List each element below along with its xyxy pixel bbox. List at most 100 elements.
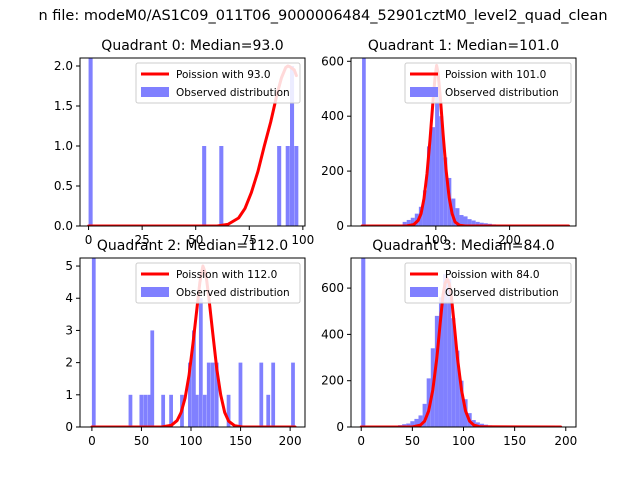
- y-tick-label: 400: [321, 327, 344, 341]
- legend-box: [135, 62, 301, 104]
- x-tick-label: 50: [188, 233, 203, 247]
- legend-patch-swatch: [141, 287, 169, 297]
- y-tick-label: 2.0: [54, 59, 73, 73]
- x-tick-label: 100: [424, 233, 447, 247]
- y-tick-label: 200: [321, 374, 344, 388]
- y-tick-label: 4: [65, 291, 73, 305]
- legend-box: [404, 262, 572, 304]
- histogram-bar: [198, 298, 203, 427]
- x-tick-label: 75: [242, 233, 257, 247]
- x-tick-label: 200: [498, 233, 521, 247]
- legend: Poission with 112.0 Observed distribution: [135, 262, 301, 304]
- quadrant-0-panel: Quadrant 0: Median=93.0 0 25 50 75 100 0.0 0.5 1…: [54, 38, 314, 247]
- histogram-bar: [451, 318, 456, 427]
- histogram-bar: [443, 274, 448, 427]
- y-tick-label: 600: [321, 281, 344, 295]
- legend-label-poisson: Poission with 112.0: [176, 269, 277, 281]
- histogram-bar: [194, 394, 199, 427]
- histogram-bar: [443, 157, 448, 226]
- legend-patch-swatch: [410, 87, 438, 97]
- histogram-bar: [410, 421, 415, 427]
- x-tick-label: 25: [135, 233, 150, 247]
- y-tick-label: 1: [65, 388, 73, 402]
- histogram-bar: [479, 222, 484, 226]
- y-tick-label: 1.0: [54, 139, 73, 153]
- histogram-bar: [169, 394, 173, 427]
- x-tick-label: 50: [134, 434, 149, 448]
- y-tick-label: 600: [321, 54, 344, 68]
- legend-box: [404, 62, 572, 104]
- histogram-bar: [467, 219, 472, 226]
- histogram-bar: [192, 330, 196, 427]
- histogram-bar: [266, 394, 271, 427]
- x-tick-label: 150: [503, 434, 526, 448]
- histogram-bar: [161, 394, 166, 427]
- histogram-bar: [406, 219, 411, 226]
- histogram-bar: [426, 378, 431, 427]
- histogram-bar: [147, 394, 152, 427]
- quadrant-0-title: Quadrant 0: Median=93.0: [101, 38, 283, 54]
- y-tick-label: 200: [321, 164, 344, 178]
- histogram-bar: [277, 146, 282, 226]
- legend-label-observed: Observed distribution: [445, 87, 559, 99]
- histogram-bar: [447, 278, 452, 427]
- histogram-bar: [294, 146, 299, 226]
- y-tick-label: 3: [65, 323, 73, 337]
- histogram-bar: [455, 350, 460, 427]
- histogram-bar: [188, 362, 192, 427]
- histogram-bar: [426, 146, 432, 226]
- histogram-bar: [143, 394, 148, 427]
- legend-box: [135, 262, 301, 304]
- x-tick-label: 0: [88, 434, 96, 448]
- x-tick-label: 0: [85, 233, 93, 247]
- legend-patch-swatch: [141, 87, 169, 97]
- legend: Poission with 101.0 Observed distribution: [404, 62, 572, 104]
- histogram-bar: [291, 362, 295, 427]
- histogram-bar: [226, 394, 231, 427]
- histogram-bar: [202, 146, 207, 226]
- x-tick-label: 200: [279, 434, 302, 448]
- legend-label-observed: Observed distribution: [176, 87, 290, 99]
- quadrant-1-title: Quadrant 1: Median=101.0: [368, 38, 559, 54]
- legend-label-observed: Observed distribution: [445, 287, 559, 299]
- y-tick-label: 1.5: [54, 99, 73, 113]
- histogram-bar: [210, 362, 215, 427]
- y-tick-label: 0.5: [54, 179, 73, 193]
- histogram-bar: [362, 58, 366, 226]
- legend-label-poisson: Poission with 101.0: [445, 69, 546, 81]
- histogram-bar: [475, 221, 480, 226]
- histogram-bar: [435, 88, 440, 226]
- histogram-bar: [418, 415, 423, 427]
- axes-frame: [79, 57, 306, 227]
- legend-label-poisson: Poission with 84.0: [445, 269, 540, 281]
- axes-frame: [350, 57, 577, 227]
- histogram-bar: [88, 58, 93, 226]
- x-tick-label: 0: [357, 434, 365, 448]
- legend-label-poisson: Poission with 93.0: [176, 69, 271, 81]
- histogram-bar: [202, 394, 207, 427]
- legend-label-observed: Observed distribution: [176, 287, 290, 299]
- y-tick-label: 0: [65, 420, 73, 434]
- x-tick-label: 100: [452, 434, 475, 448]
- y-tick-label: 2: [65, 356, 73, 370]
- histogram-bar: [410, 217, 415, 226]
- histogram-bar: [91, 258, 96, 427]
- histogram-bar: [402, 221, 407, 226]
- figure-suptitle: n file: modeM0/AS1C09_011T06_9000006484_…: [38, 8, 607, 24]
- legend: Poission with 93.0 Observed distribution: [135, 62, 301, 104]
- x-tick-label: 50: [405, 434, 420, 448]
- axes-frame: [79, 257, 306, 428]
- histogram-bar: [439, 116, 444, 226]
- histogram-bar: [463, 216, 468, 226]
- histogram-bar: [139, 394, 144, 427]
- histogram-bar: [128, 394, 133, 427]
- y-tick-label: 0: [336, 420, 344, 434]
- legend-patch-swatch: [410, 287, 438, 297]
- histogram-bar: [290, 66, 295, 226]
- histogram-bar: [422, 403, 427, 427]
- histogram-bar: [434, 315, 439, 427]
- x-tick-label: 200: [554, 434, 577, 448]
- histogram-bar: [238, 362, 243, 427]
- histogram-bar: [459, 215, 464, 226]
